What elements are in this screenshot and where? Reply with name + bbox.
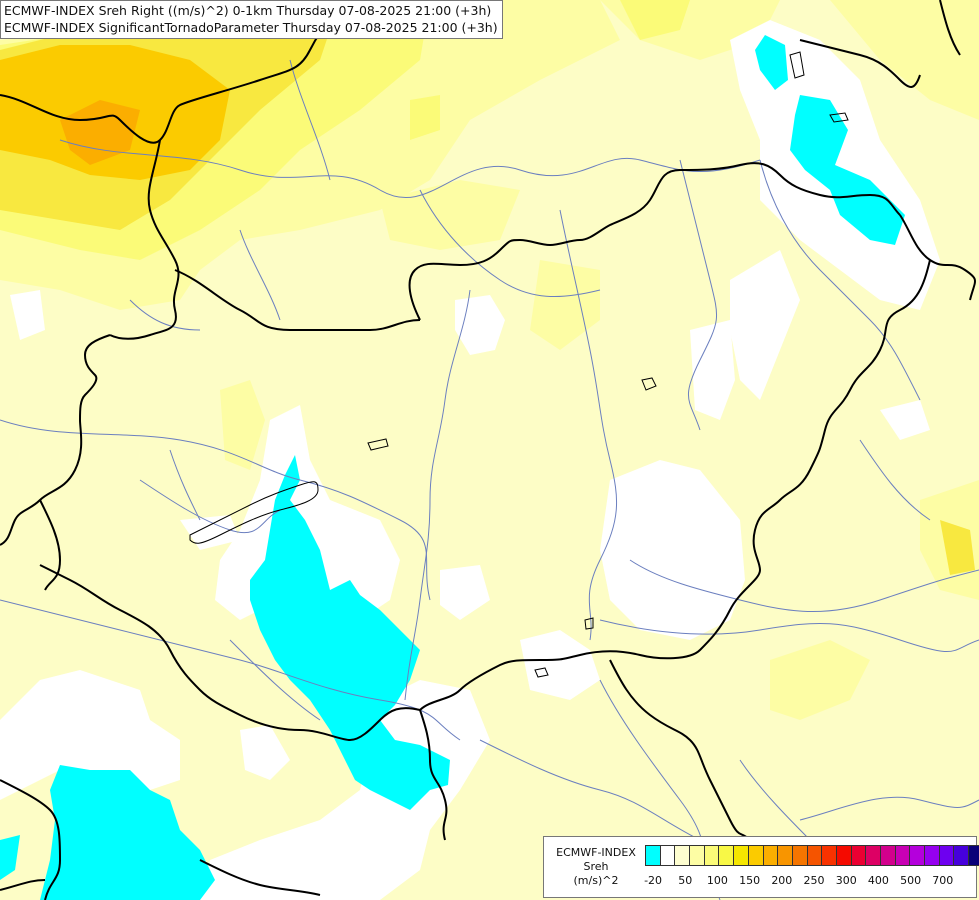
legend-ticks: -20 50 100 150 200 250 300 400 500 700 — [644, 874, 975, 888]
legend-tick-label: 100 — [706, 874, 728, 887]
legend-swatch — [791, 845, 808, 866]
legend-swatch — [968, 845, 979, 866]
legend-tick-label: 500 — [900, 874, 922, 887]
legend-swatch — [718, 845, 735, 866]
legend-swatch — [865, 845, 881, 866]
legend-swatch — [953, 845, 970, 866]
legend-swatch — [762, 845, 779, 866]
legend-title-line-3: (m/s)^2 — [573, 874, 619, 887]
legend-tick-label: 50 — [678, 874, 693, 887]
legend-tick-label: 200 — [771, 874, 793, 887]
legend-tick-label: 400 — [867, 874, 889, 887]
legend-swatch — [938, 845, 955, 866]
color-legend: ECMWF-INDEX Sreh (m/s)^2 -20 50 100 150 200 2… — [543, 836, 979, 898]
sreh-field-negative — [0, 35, 905, 900]
legend-swatch — [689, 845, 705, 866]
legend-swatch — [645, 845, 661, 866]
legend-title-line-1: ECMWF-INDEX — [556, 846, 636, 859]
legend-tick-label: 300 — [835, 874, 857, 887]
legend-tick-label: 150 — [739, 874, 761, 887]
legend-title-line-2: Sreh — [583, 860, 609, 873]
legend-swatch — [880, 845, 896, 866]
legend-swatch — [924, 845, 940, 866]
legend-swatch — [850, 845, 867, 866]
legend-swatch — [909, 845, 926, 866]
map-title-line-1: ECMWF-INDEX Sreh Right ((m/s)^2) 0-1km T… — [4, 3, 492, 18]
legend-swatch — [674, 845, 691, 866]
legend-swatch — [806, 845, 823, 866]
legend-swatch — [894, 845, 911, 866]
legend-swatch — [703, 845, 720, 866]
legend-swatches — [645, 845, 979, 866]
legend-swatch — [659, 845, 676, 866]
sreh-field-shading — [0, 0, 979, 720]
legend-tick-label: -20 — [644, 874, 663, 887]
rivers — [0, 59, 979, 900]
legend-swatch — [835, 845, 852, 866]
legend-swatch — [747, 845, 764, 866]
legend-swatch — [733, 845, 749, 866]
legend-tick-label: 250 — [803, 874, 825, 887]
legend-tick-label: 700 — [932, 874, 954, 887]
lakes — [189, 51, 849, 678]
legend-swatch — [821, 845, 837, 866]
map-title-box: ECMWF-INDEX Sreh Right ((m/s)^2) 0-1km T… — [0, 0, 503, 39]
legend-swatch — [777, 845, 793, 866]
legend-title: ECMWF-INDEX Sreh (m/s)^2 — [548, 846, 644, 888]
map-title-line-2: ECMWF-INDEX SignificantTornadoParameter … — [4, 20, 498, 35]
